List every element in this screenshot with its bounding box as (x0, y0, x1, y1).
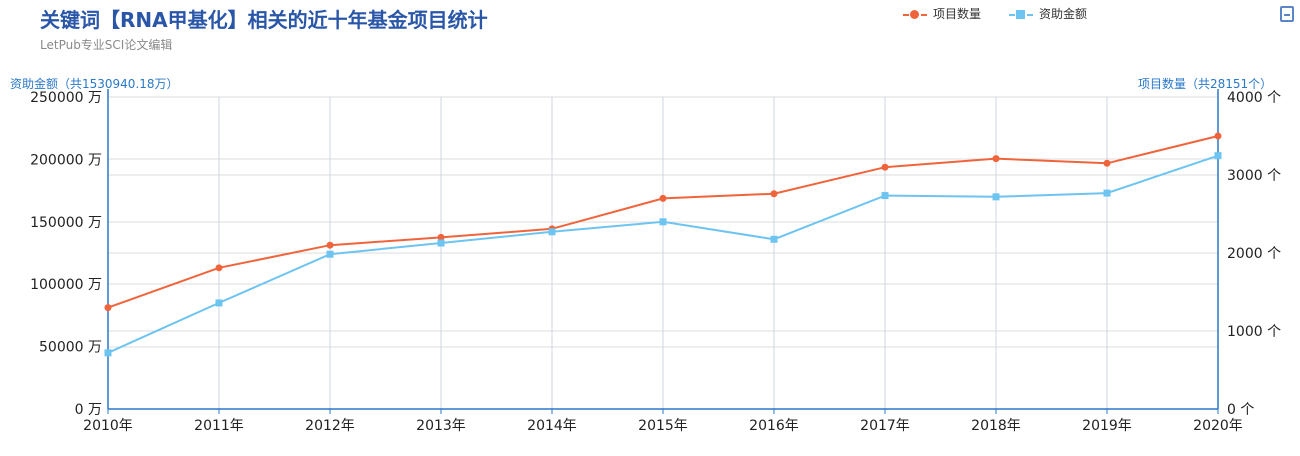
save-image-icon[interactable] (1280, 6, 1294, 22)
x-tick-label: 2010年 (83, 418, 133, 434)
x-tick-label: 2012年 (305, 418, 355, 434)
legend-label: 资助金额 (1039, 7, 1088, 21)
data-point (1214, 132, 1222, 140)
data-point (1103, 189, 1111, 197)
data-point (104, 349, 112, 357)
data-point (437, 233, 445, 241)
data-point (992, 193, 1000, 201)
legend-label: 项目数量 (933, 7, 982, 21)
data-point (992, 155, 1000, 163)
left-tick-label: 100000 万 (30, 277, 102, 293)
line-square-icon (1009, 8, 1034, 20)
legend-item-funding-amount[interactable]: 资助金额 (1009, 5, 1087, 22)
right-tick-label: 4000 个 (1227, 90, 1281, 106)
right-axis-name: 项目数量（共28151个） (1138, 77, 1273, 91)
chart-subtitle: LetPub专业SCI论文编辑 (40, 38, 173, 52)
right-tick-label: 0 个 (1227, 402, 1254, 418)
x-tick-label: 2014年 (527, 418, 577, 434)
data-point (881, 192, 889, 200)
left-tick-label: 150000 万 (30, 215, 102, 231)
legend-item-project-count[interactable]: 项目数量 (903, 5, 981, 22)
data-point (881, 163, 889, 171)
data-point (215, 264, 223, 272)
right-tick-label: 2000 个 (1227, 246, 1281, 262)
left-tick-label: 50000 万 (39, 340, 102, 356)
data-point (437, 239, 445, 247)
data-point (659, 218, 667, 226)
x-tick-label: 2013年 (416, 418, 466, 434)
data-point (1214, 152, 1222, 160)
left-tick-label: 0 万 (75, 402, 102, 418)
left-tick-label: 200000 万 (30, 152, 102, 168)
legend: 项目数量 资助金额 (903, 5, 1087, 22)
data-point (770, 190, 778, 198)
data-point (326, 250, 334, 258)
x-tick-label: 2015年 (638, 418, 688, 434)
x-tick-label: 2018年 (971, 418, 1021, 434)
right-tick-label: 1000 个 (1227, 324, 1281, 340)
x-tick-label: 2016年 (749, 418, 799, 434)
data-point (770, 235, 778, 243)
right-tick-label: 3000 个 (1227, 168, 1281, 184)
data-point (548, 228, 556, 236)
x-tick-label: 2017年 (860, 418, 910, 434)
x-tick-label: 2019年 (1082, 418, 1132, 434)
x-tick-label: 2011年 (194, 418, 244, 434)
data-point (215, 299, 223, 307)
chart-title: 关键词【RNA甲基化】相关的近十年基金项目统计 (40, 8, 488, 32)
left-axis-name: 资助金额（共1530940.18万） (10, 77, 179, 91)
left-tick-label: 250000 万 (30, 90, 102, 106)
data-point (104, 304, 112, 312)
line-circle-icon (903, 8, 927, 20)
x-tick-label: 2020年 (1193, 418, 1243, 434)
data-point (659, 194, 667, 202)
data-point (326, 241, 334, 249)
data-point (1103, 159, 1111, 167)
